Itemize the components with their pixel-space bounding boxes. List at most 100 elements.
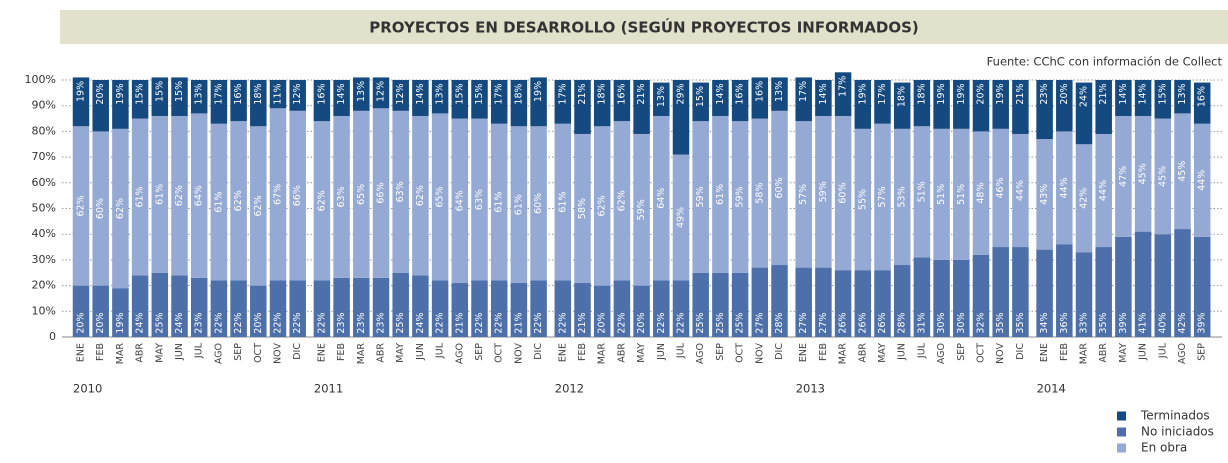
value-label: 16% (316, 83, 327, 104)
bar-segment (672, 280, 690, 337)
x-tick-label: JUN (174, 343, 185, 361)
value-label: 22% (474, 312, 485, 333)
value-label: 17% (798, 81, 809, 102)
value-label: 20% (976, 83, 987, 104)
legend-label: En obra (1141, 441, 1187, 455)
y-tick-label: 60% (32, 176, 56, 189)
value-label: 60% (533, 193, 544, 214)
value-label: 23% (336, 312, 347, 333)
value-label: 59% (636, 199, 647, 220)
value-label: 15% (474, 83, 485, 104)
x-tick-label: JUN (415, 343, 426, 361)
bar-segment (574, 283, 591, 337)
value-label: 44% (1098, 180, 1109, 201)
value-label: 64% (656, 188, 667, 209)
bar-segment (171, 115, 188, 276)
value-label: 62% (174, 185, 185, 206)
bar-segment (1075, 82, 1093, 145)
value-label: 18% (897, 86, 908, 107)
value-label: 66% (376, 183, 387, 204)
value-label: 62% (76, 195, 87, 216)
bar-segment (1174, 113, 1191, 230)
x-tick-label: AGO (695, 343, 706, 364)
value-label: 25% (695, 312, 706, 333)
bar-segment (210, 123, 228, 281)
bar-segment (874, 123, 891, 271)
bar-segment (633, 285, 650, 337)
bar-segment (72, 126, 90, 286)
bar-segment (795, 121, 812, 268)
y-tick-label: 40% (32, 227, 56, 240)
bar-segment (451, 283, 469, 337)
value-label: 33% (1079, 312, 1090, 333)
value-label: 22% (316, 312, 327, 333)
value-label: 22% (676, 312, 687, 333)
value-label: 39% (1197, 312, 1208, 333)
bar-segment (554, 80, 572, 124)
x-tick-label: JUL (435, 342, 446, 359)
value-label: 29% (676, 83, 687, 104)
x-tick-label: JUN (1138, 343, 1149, 361)
value-label: 55% (857, 189, 868, 210)
value-label: 13% (656, 86, 667, 107)
bar-segment (92, 80, 109, 132)
bar-segment (1115, 115, 1132, 237)
value-label: 40% (1157, 312, 1168, 333)
value-label: 35% (1015, 312, 1026, 333)
bar-segment (1134, 115, 1152, 232)
bar-segment (672, 154, 690, 281)
value-label: 63% (474, 189, 485, 210)
bar-segment (72, 77, 90, 127)
value-label: 19% (115, 83, 126, 104)
x-tick-label: MAY (154, 343, 165, 363)
value-label: 62% (253, 195, 264, 216)
value-label: 27% (754, 312, 765, 333)
value-label: 31% (916, 312, 927, 333)
x-tick-label: SEP (956, 343, 967, 361)
x-tick-label: FEB (818, 343, 829, 361)
value-label: 13% (435, 83, 446, 104)
bar-segment (112, 80, 129, 129)
bar-segment (289, 110, 306, 281)
value-label: 24% (174, 312, 185, 333)
value-label: 12% (376, 81, 387, 102)
value-label: 63% (336, 186, 347, 207)
x-tick-label: JUL (676, 342, 687, 359)
value-label: 22% (233, 312, 244, 333)
bar-segment (712, 80, 729, 116)
value-label: 22% (494, 312, 505, 333)
value-label: 57% (798, 184, 809, 205)
bar-segment (815, 115, 832, 268)
value-label: 21% (577, 312, 588, 333)
value-label: 65% (356, 184, 367, 205)
x-tick-label: DIC (774, 343, 785, 360)
bar-segment (269, 108, 287, 281)
bar-segment (653, 82, 670, 116)
value-label: 53% (897, 186, 908, 207)
x-tick-label: SEP (474, 343, 485, 361)
bar-segment (131, 275, 149, 337)
y-tick-label: 100% (25, 73, 56, 86)
value-label: 61% (154, 184, 165, 205)
bar-segment (1095, 133, 1112, 248)
x-tick-label: SEP (715, 343, 726, 361)
bar-segment (613, 280, 631, 337)
bar-segment (471, 118, 488, 281)
value-label: 61% (135, 186, 146, 207)
bar-segment (953, 259, 970, 337)
source: Fuente: CChC con información de Collect (987, 55, 1223, 69)
legend-label: Terminados (1140, 409, 1210, 423)
bar-segment (1134, 80, 1152, 116)
value-label: 20% (95, 312, 106, 333)
bar-segment (1134, 231, 1152, 337)
x-tick-label: MAY (877, 343, 888, 363)
value-label: 21% (454, 312, 465, 333)
bar-segment (230, 80, 247, 122)
x-tick-label: NOV (995, 343, 1006, 364)
bar-segment (92, 285, 109, 337)
bar-segment (854, 80, 872, 129)
bar-segment (1012, 80, 1029, 134)
value-label: 59% (818, 181, 829, 202)
value-label: 26% (838, 312, 849, 333)
bar-segment (289, 80, 306, 111)
